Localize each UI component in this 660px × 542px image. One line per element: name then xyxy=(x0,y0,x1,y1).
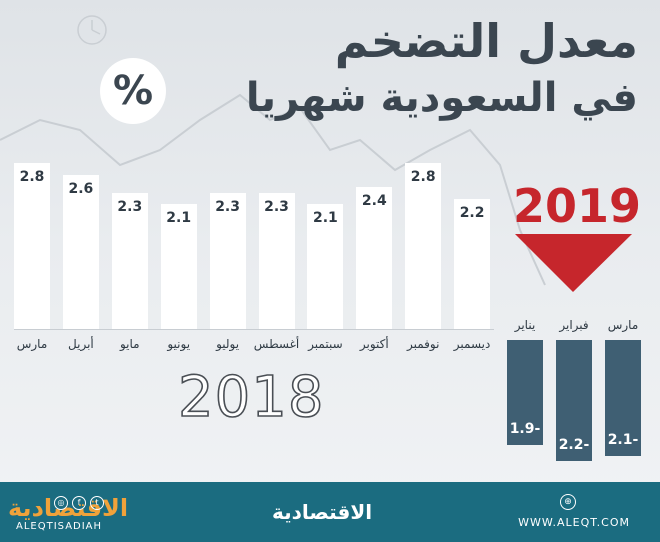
website-link[interactable]: WWW.ALEQT.COM xyxy=(518,516,630,529)
bar-2018 xyxy=(258,192,295,329)
month-label: سبتمبر xyxy=(308,337,343,351)
bar-2018 xyxy=(160,204,197,329)
bar-value-label: 2.1 xyxy=(312,210,338,227)
bar-2018 xyxy=(454,198,491,329)
month-label: يوليو xyxy=(216,337,240,351)
bar-value-label: 1.9- xyxy=(509,420,541,437)
chart-title: معدل التضخم xyxy=(334,14,638,68)
background-decoration xyxy=(0,15,546,286)
bar-value-label: 2.1 xyxy=(166,210,192,227)
brand-latin: ALEQTISADIAH xyxy=(16,521,103,532)
month-label: مايو xyxy=(119,337,140,351)
chart-subtitle: في السعودية شهريا xyxy=(245,75,638,121)
bar-value-label: 2.8 xyxy=(19,168,45,185)
bar-value-label: 2.4 xyxy=(361,192,387,209)
twitter-icon[interactable]: t xyxy=(90,496,104,510)
bar-value-label: 2.3 xyxy=(264,198,289,215)
brand-logo-center: الاقتصادية xyxy=(272,500,373,524)
month-label: مارس xyxy=(16,337,48,351)
footer-bar xyxy=(0,482,660,542)
down-arrow-icon xyxy=(515,234,632,292)
bar-value-label: 2.1- xyxy=(607,431,639,448)
month-label: يونيو xyxy=(167,337,191,351)
facebook-icon[interactable]: f xyxy=(72,496,86,510)
bar-2018 xyxy=(405,162,442,329)
month-label: فبراير xyxy=(559,318,589,332)
month-label: يناير xyxy=(514,318,536,332)
bar-2018 xyxy=(356,186,393,329)
bar-value-label: 2.2- xyxy=(558,437,590,453)
bar-2019 xyxy=(507,340,543,445)
month-label: مارس xyxy=(607,318,639,332)
year-2019-label: 2019 xyxy=(513,179,642,233)
month-label: نوفمبر xyxy=(406,337,440,351)
month-label: أبريل xyxy=(68,337,94,351)
bar-value-label: 2.8 xyxy=(410,168,436,185)
bar-value-label: 2.6 xyxy=(68,180,94,197)
bar-2018 xyxy=(62,174,99,329)
instagram-icon[interactable]: ◎ xyxy=(54,496,68,510)
bar-value-label: 2.3 xyxy=(215,198,240,215)
year-2018-label: 2018 xyxy=(177,365,325,430)
brand-logo-left: الاقتصادية xyxy=(8,494,129,522)
percent-badge: % xyxy=(100,58,166,124)
bar-2018 xyxy=(14,162,50,329)
globe-icon[interactable]: ⊕ xyxy=(560,494,576,510)
bar-2018 xyxy=(111,192,148,329)
bar-2019 xyxy=(605,340,641,456)
month-label: أكتوبر xyxy=(359,337,389,351)
x-axis-baseline xyxy=(14,329,494,330)
bar-2018 xyxy=(209,192,246,329)
month-label: ديسمبر xyxy=(453,337,491,351)
bar-2019 xyxy=(556,340,592,461)
month-label: أغسطس xyxy=(253,337,300,351)
bar-2018 xyxy=(307,204,344,329)
bar-value-label: 2.3 xyxy=(117,198,143,215)
bar-value-label: 2.2 xyxy=(459,204,485,221)
